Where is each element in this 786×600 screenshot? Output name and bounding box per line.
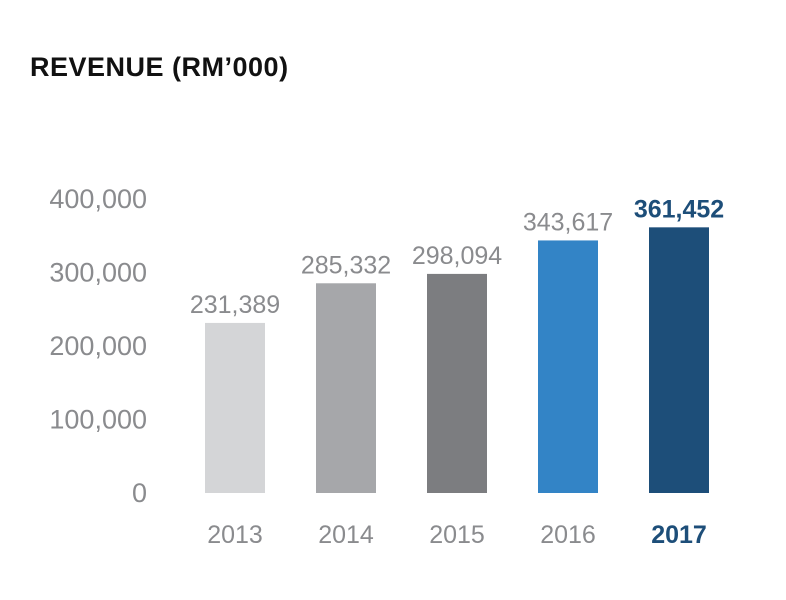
x-axis: 2013 2014 2015 2016 2017: [207, 521, 707, 549]
data-label-2015: 298,094: [412, 242, 502, 270]
x-tick-label-2016: 2016: [540, 521, 596, 549]
x-tick-label-2015: 2015: [429, 521, 485, 549]
x-tick-label-2017: 2017: [651, 521, 707, 549]
data-labels: 231,389 285,332 298,094 343,617 361,452: [190, 195, 724, 319]
bars: [205, 227, 709, 494]
data-label-2017: 361,452: [634, 195, 724, 223]
y-axis: 0 100,000 200,000 300,000 400,000: [49, 184, 147, 508]
x-tick-label-2014: 2014: [318, 521, 374, 549]
bar-2013: [205, 322, 265, 493]
data-label-2016: 343,617: [523, 208, 613, 236]
bar-2015: [427, 273, 487, 493]
y-tick-label: 400,000: [49, 184, 147, 214]
bar-2017: [649, 227, 709, 494]
data-label-2013: 231,389: [190, 291, 280, 319]
y-tick-label: 100,000: [49, 405, 147, 435]
chart-title: REVENUE (RM’000): [30, 52, 289, 82]
bar-2016: [538, 240, 598, 493]
data-label-2014: 285,332: [301, 251, 391, 279]
y-tick-label: 0: [132, 478, 147, 508]
x-tick-label-2013: 2013: [207, 521, 263, 549]
bar-2014: [316, 283, 376, 493]
y-tick-label: 300,000: [49, 258, 147, 288]
y-tick-label: 200,000: [49, 331, 147, 361]
